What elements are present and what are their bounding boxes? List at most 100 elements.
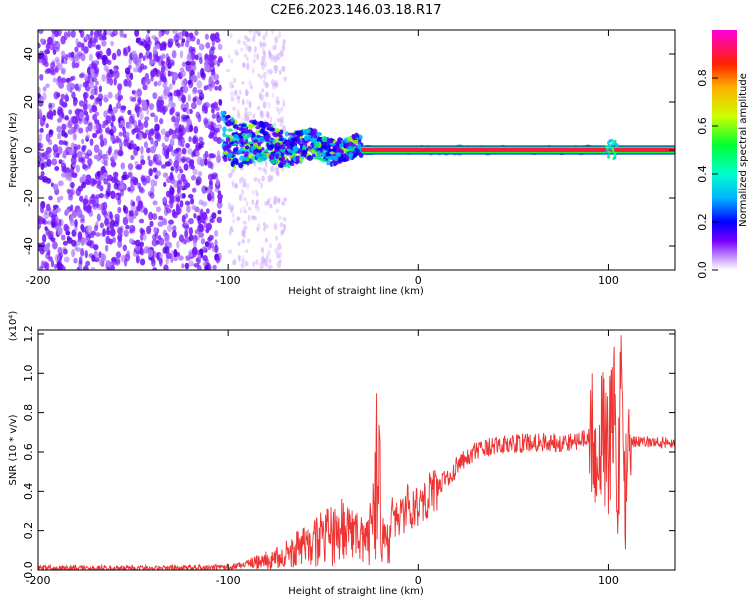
noise-blob bbox=[70, 142, 75, 150]
noise-blob bbox=[151, 258, 156, 267]
noise-blob bbox=[112, 106, 118, 114]
noise-blob bbox=[99, 185, 104, 192]
faint-noise-blob bbox=[274, 195, 278, 201]
noise-blob bbox=[150, 69, 157, 78]
faint-noise-blob bbox=[256, 30, 261, 36]
noise-blob bbox=[163, 105, 168, 113]
noise-blob bbox=[145, 50, 151, 59]
noise-blob bbox=[174, 127, 179, 137]
faint-noise-blob bbox=[262, 71, 267, 79]
noise-blob bbox=[197, 215, 201, 221]
faint-noise-blob bbox=[260, 43, 265, 50]
noise-blob bbox=[67, 81, 72, 88]
faint-noise-blob bbox=[247, 45, 252, 52]
colorbar-ticks: 0.0 0.2 0.4 0.6 0.8 bbox=[696, 69, 718, 279]
noise-blob bbox=[195, 257, 200, 263]
noise-blob bbox=[174, 39, 179, 47]
noise-blob bbox=[194, 30, 199, 36]
noise-blob bbox=[88, 240, 95, 249]
noise-blob bbox=[86, 225, 93, 234]
noise-blob bbox=[160, 72, 165, 81]
noise-blob bbox=[186, 205, 191, 213]
noise-blob bbox=[120, 120, 124, 126]
noise-blob bbox=[171, 129, 177, 135]
faint-noise-blob bbox=[273, 56, 278, 63]
noise-blob bbox=[117, 239, 123, 248]
noise-blob bbox=[145, 34, 150, 42]
noise-blob bbox=[162, 172, 169, 178]
noise-blob bbox=[103, 94, 108, 100]
noise-blob bbox=[127, 172, 133, 178]
faint-noise-blob bbox=[261, 88, 265, 93]
noise-blob bbox=[52, 209, 58, 215]
spectrogram-xtick-label: -100 bbox=[216, 274, 241, 287]
signal-blob bbox=[291, 137, 298, 142]
noise-blob bbox=[130, 176, 137, 183]
faint-noise-blob bbox=[279, 230, 284, 237]
noise-blob bbox=[159, 257, 163, 267]
noise-blob bbox=[122, 129, 127, 138]
noise-blob bbox=[142, 132, 148, 139]
faint-noise-blob bbox=[232, 212, 235, 218]
noise-blob bbox=[157, 80, 162, 87]
noise-blob bbox=[143, 208, 148, 215]
noise-blob bbox=[196, 38, 201, 46]
noise-blob bbox=[214, 244, 219, 254]
signal-blob bbox=[239, 147, 245, 152]
noise-blob bbox=[50, 259, 55, 268]
noise-blob bbox=[196, 80, 203, 89]
noise-blob bbox=[79, 176, 84, 184]
noise-blob bbox=[60, 50, 66, 57]
noise-blob bbox=[109, 225, 114, 230]
noise-blob bbox=[164, 203, 170, 210]
signal-blob bbox=[220, 115, 226, 122]
signal-blob bbox=[338, 148, 343, 153]
noise-blob bbox=[142, 84, 148, 91]
noise-blob bbox=[165, 252, 172, 260]
noise-blob bbox=[62, 150, 67, 159]
noise-blob bbox=[216, 216, 223, 224]
signal-blob bbox=[295, 155, 300, 161]
noise-blob bbox=[171, 30, 178, 35]
faint-noise-blob bbox=[253, 31, 256, 39]
noise-blob bbox=[91, 104, 96, 111]
signal-blob bbox=[299, 157, 303, 163]
colorbar-tick-label: 0.8 bbox=[696, 69, 709, 87]
noise-blob bbox=[209, 60, 215, 68]
noise-blob bbox=[51, 69, 56, 76]
faint-noise-blob bbox=[262, 167, 267, 172]
signal-blob bbox=[269, 159, 276, 165]
noise-blob bbox=[89, 94, 95, 100]
noise-blob bbox=[134, 239, 141, 247]
faint-noise-blob bbox=[252, 113, 256, 120]
noise-blob bbox=[179, 168, 184, 174]
noise-blob bbox=[206, 54, 213, 62]
disturbance-blob bbox=[611, 140, 615, 144]
faint-noise-blob bbox=[275, 100, 281, 106]
noise-blob bbox=[57, 132, 62, 140]
noise-blob bbox=[86, 204, 92, 212]
noise-blob bbox=[156, 133, 162, 142]
noise-blob bbox=[181, 70, 186, 78]
spectrogram-heatmap bbox=[38, 30, 675, 270]
noise-blob bbox=[95, 129, 101, 135]
noise-blob bbox=[52, 144, 59, 153]
noise-blob bbox=[112, 73, 117, 79]
signal-blob bbox=[225, 136, 231, 143]
faint-noise-blob bbox=[263, 200, 268, 207]
noise-blob bbox=[139, 241, 144, 248]
noise-blob bbox=[61, 123, 67, 131]
noise-blob bbox=[176, 240, 180, 249]
noise-blob bbox=[103, 159, 109, 167]
noise-blob bbox=[146, 225, 152, 235]
noise-blob bbox=[96, 213, 101, 222]
snr-ylabel: SNR (10 * v/v) bbox=[8, 414, 19, 485]
noise-blob bbox=[57, 226, 63, 236]
noise-blob bbox=[54, 41, 61, 50]
noise-blob bbox=[191, 205, 197, 210]
faint-noise-blob bbox=[232, 218, 236, 224]
noise-blob bbox=[76, 266, 80, 270]
noise-blob bbox=[38, 92, 42, 99]
faint-noise-blob bbox=[268, 264, 273, 269]
noise-blob bbox=[180, 114, 187, 120]
